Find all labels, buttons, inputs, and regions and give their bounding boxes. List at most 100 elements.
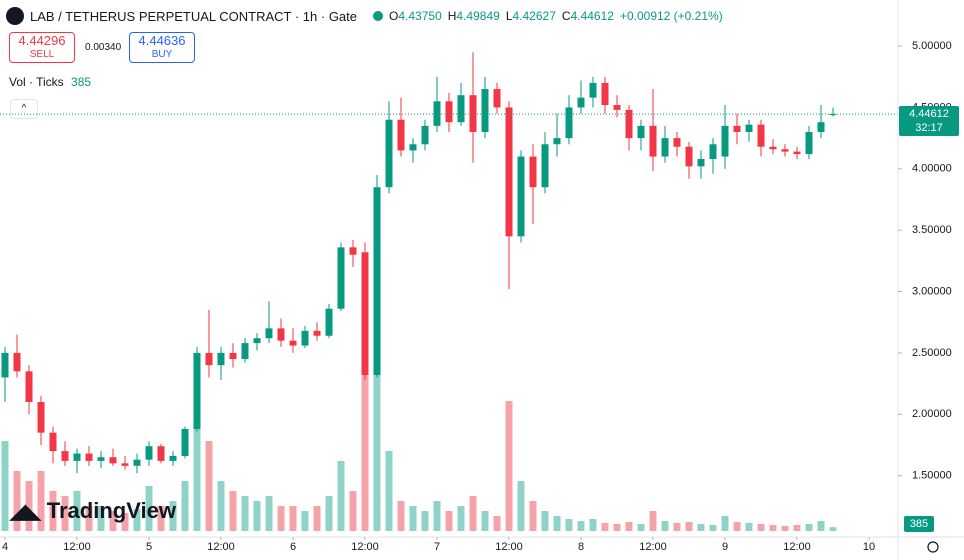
candle-body bbox=[757, 124, 765, 147]
candle-body bbox=[325, 308, 333, 336]
volume-tag: 385 bbox=[904, 516, 934, 532]
candle-body bbox=[217, 352, 225, 366]
symbol-title: LAB / TETHERUS PERPETUAL CONTRACT · 1h ·… bbox=[30, 8, 358, 24]
ohlc-key: C bbox=[561, 9, 571, 23]
volume-bar bbox=[733, 522, 741, 531]
watermark-logo: ◢◣ bbox=[10, 500, 41, 523]
x-tick-label: 7 bbox=[434, 541, 440, 553]
collapse-button[interactable]: ^ bbox=[10, 99, 38, 119]
change: +0.00912 (+0.21%) bbox=[619, 9, 723, 23]
volume-bar bbox=[781, 526, 789, 531]
volume-bar bbox=[697, 524, 705, 531]
candle-body bbox=[61, 451, 69, 461]
candle-body bbox=[349, 247, 357, 255]
candle-body bbox=[277, 328, 285, 341]
candle-body bbox=[481, 89, 489, 132]
y-tick-label: 5.00000 bbox=[912, 40, 952, 52]
volume-bar bbox=[577, 521, 585, 531]
volume-legend-label: Vol · Ticks bbox=[9, 75, 64, 89]
y-tick-label: 4.00000 bbox=[912, 163, 952, 175]
volume-bar bbox=[625, 522, 633, 531]
volume-bar bbox=[469, 496, 477, 531]
volume-bar bbox=[325, 496, 333, 531]
volume-bar bbox=[97, 506, 105, 531]
candle-body bbox=[181, 429, 189, 456]
volume-bar bbox=[397, 501, 405, 531]
volume-bar bbox=[421, 511, 429, 531]
ohlc-value: 4.49849 bbox=[456, 9, 500, 23]
volume-bar bbox=[373, 361, 381, 531]
volume-bar bbox=[37, 471, 45, 531]
x-tick-label: 12:00 bbox=[783, 541, 811, 553]
candle-body bbox=[169, 456, 177, 461]
y-tick-label: 2.50000 bbox=[912, 347, 952, 359]
volume-bar bbox=[805, 524, 813, 531]
volume-bar bbox=[145, 486, 153, 531]
ohlc-legend: O4.43750 H4.49849 L4.42627 C4.44612 bbox=[389, 9, 614, 23]
volume-bar bbox=[793, 525, 801, 531]
volume-bar bbox=[685, 522, 693, 531]
y-tick-label: 3.50000 bbox=[912, 224, 952, 236]
volume-bar bbox=[217, 481, 225, 531]
sell-button[interactable]: 4.44296 SELL bbox=[9, 32, 75, 63]
candle-body bbox=[109, 457, 117, 464]
candle-body bbox=[385, 119, 393, 188]
candle-body bbox=[49, 432, 57, 452]
volume-bar bbox=[241, 496, 249, 531]
volume-bar bbox=[721, 516, 729, 531]
y-tick-label: 1.50000 bbox=[912, 470, 952, 482]
volume-bar bbox=[13, 471, 21, 531]
volume-bar bbox=[529, 501, 537, 531]
x-tick-label: 10 bbox=[863, 541, 875, 553]
candle-body bbox=[265, 328, 273, 339]
volume-bar bbox=[85, 506, 93, 531]
x-tick-label: 12:00 bbox=[63, 541, 91, 553]
candle-body bbox=[301, 330, 309, 346]
header: LAB / TETHERUS PERPETUAL CONTRACT · 1h ·… bbox=[6, 7, 723, 25]
candle-body bbox=[25, 371, 33, 402]
candle-body bbox=[493, 89, 501, 108]
volume-bar bbox=[673, 523, 681, 531]
candle-body bbox=[457, 95, 465, 123]
candle-body bbox=[601, 82, 609, 105]
volume-bar bbox=[817, 521, 825, 531]
sell-price: 4.44296 bbox=[18, 33, 66, 48]
watermark-text: TradingView bbox=[46, 498, 176, 523]
volume-layer bbox=[1, 361, 837, 531]
ohlc-key: O bbox=[389, 9, 399, 23]
volume-bar bbox=[601, 523, 609, 531]
candle-body bbox=[829, 114, 837, 116]
candle-body bbox=[121, 463, 129, 466]
volume-bar bbox=[493, 516, 501, 531]
settings-icon[interactable] bbox=[927, 541, 939, 553]
y-tick-label: 3.00000 bbox=[912, 285, 952, 297]
price-tag-value: 4.44612 bbox=[909, 108, 949, 121]
countdown: 32:17 bbox=[915, 122, 943, 135]
buy-button[interactable]: 4.44636 BUY bbox=[129, 32, 195, 63]
volume-bar bbox=[25, 481, 33, 531]
candle-body bbox=[1, 352, 9, 378]
candle-body bbox=[673, 138, 681, 147]
volume-bar bbox=[649, 511, 657, 531]
sell-label: SELL bbox=[29, 49, 55, 60]
volume-bar bbox=[409, 506, 417, 531]
candle-body bbox=[133, 459, 141, 466]
ohlc-key: L bbox=[505, 9, 513, 23]
volume-bar bbox=[121, 513, 129, 531]
candle-body bbox=[241, 343, 249, 360]
ohlc-key: H bbox=[447, 9, 457, 23]
candle-body bbox=[817, 122, 825, 132]
volume-bar bbox=[157, 506, 165, 531]
ohlc-value: 4.42627 bbox=[512, 9, 556, 23]
ohlc-value: 4.44612 bbox=[570, 9, 614, 23]
volume-bar bbox=[613, 524, 621, 531]
volume-bar bbox=[385, 451, 393, 531]
volume-bar bbox=[517, 481, 525, 531]
candle-body bbox=[613, 105, 621, 110]
candle-body bbox=[97, 457, 105, 461]
candle-body bbox=[289, 340, 297, 346]
candle-body bbox=[361, 252, 369, 375]
x-tick-label: 12:00 bbox=[207, 541, 235, 553]
axes: 1.50000 2.00000 2.50000 3.00000 3.50000 4.000… bbox=[2, 40, 952, 553]
